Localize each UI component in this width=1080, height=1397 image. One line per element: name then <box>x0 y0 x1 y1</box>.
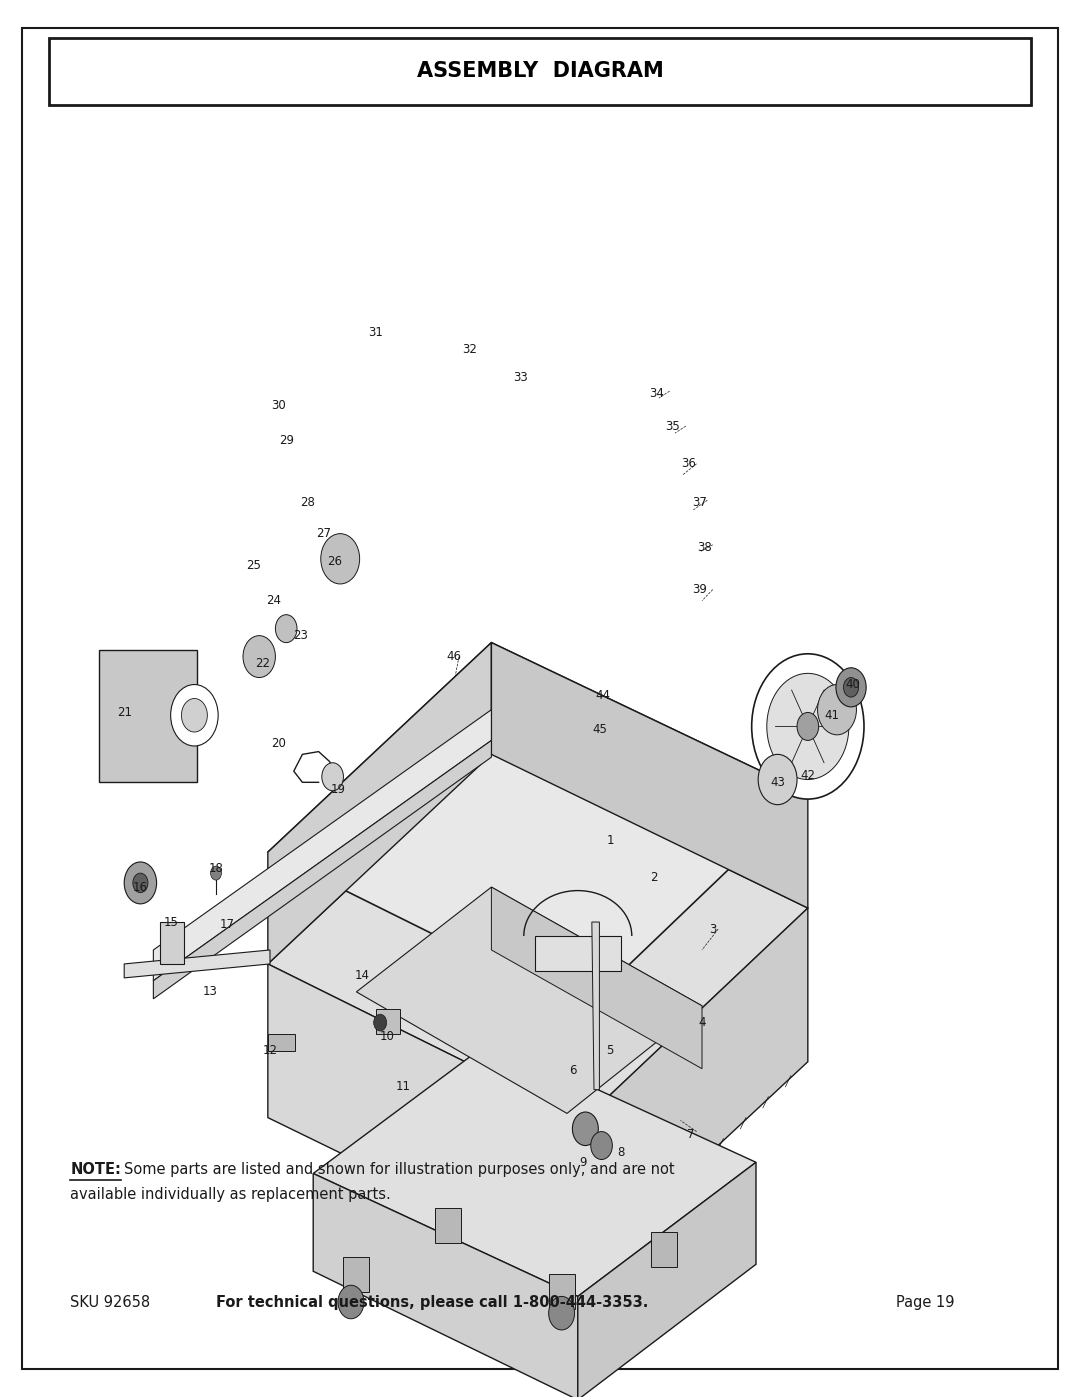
Text: 38: 38 <box>697 541 712 555</box>
Text: 24: 24 <box>266 594 281 608</box>
Text: 11: 11 <box>395 1080 410 1094</box>
Circle shape <box>767 673 849 780</box>
Text: 2: 2 <box>650 870 657 884</box>
Circle shape <box>275 615 297 643</box>
Text: 15: 15 <box>163 915 178 929</box>
Text: 34: 34 <box>649 387 664 401</box>
Polygon shape <box>124 950 270 978</box>
Bar <box>549 1274 575 1309</box>
Bar <box>435 1208 461 1243</box>
Polygon shape <box>592 922 599 1090</box>
Text: 14: 14 <box>354 968 369 982</box>
Text: 23: 23 <box>293 629 308 643</box>
Text: 29: 29 <box>279 433 294 447</box>
Text: 42: 42 <box>800 768 815 782</box>
Circle shape <box>797 712 819 740</box>
Text: 28: 28 <box>300 496 315 510</box>
Text: 3: 3 <box>710 922 716 936</box>
Polygon shape <box>313 1173 578 1397</box>
Circle shape <box>133 873 148 893</box>
Text: 17: 17 <box>219 918 234 932</box>
Circle shape <box>758 754 797 805</box>
Text: 19: 19 <box>330 782 346 796</box>
Text: 41: 41 <box>824 708 839 722</box>
Polygon shape <box>356 887 702 1113</box>
Polygon shape <box>578 1162 756 1397</box>
Text: 46: 46 <box>446 650 461 664</box>
Circle shape <box>171 685 218 746</box>
Text: ASSEMBLY  DIAGRAM: ASSEMBLY DIAGRAM <box>417 60 663 81</box>
Text: 37: 37 <box>692 496 707 510</box>
Polygon shape <box>268 643 808 1009</box>
Circle shape <box>211 866 221 880</box>
Text: 10: 10 <box>379 1030 394 1044</box>
Text: 9: 9 <box>580 1155 586 1169</box>
Text: 36: 36 <box>681 457 697 471</box>
Text: 33: 33 <box>513 370 528 384</box>
Polygon shape <box>153 740 491 999</box>
Circle shape <box>338 1285 364 1319</box>
Polygon shape <box>583 908 808 1271</box>
Text: 32: 32 <box>462 342 477 356</box>
Circle shape <box>836 668 866 707</box>
Text: 1: 1 <box>607 834 613 848</box>
Polygon shape <box>160 922 184 964</box>
Text: 6: 6 <box>569 1063 576 1077</box>
Bar <box>343 1257 369 1292</box>
Circle shape <box>322 763 343 791</box>
Text: 40: 40 <box>846 678 861 692</box>
Text: 25: 25 <box>246 559 261 573</box>
Polygon shape <box>268 643 491 964</box>
Circle shape <box>181 698 207 732</box>
Bar <box>651 1232 677 1267</box>
Text: 8: 8 <box>618 1146 624 1160</box>
Text: 16: 16 <box>133 880 148 894</box>
Polygon shape <box>535 936 621 971</box>
Text: 13: 13 <box>203 985 218 999</box>
Text: 26: 26 <box>327 555 342 569</box>
Circle shape <box>124 862 157 904</box>
Polygon shape <box>491 643 808 908</box>
Circle shape <box>374 1014 387 1031</box>
Circle shape <box>321 534 360 584</box>
Text: 22: 22 <box>255 657 270 671</box>
Text: SKU 92658: SKU 92658 <box>70 1295 150 1309</box>
Bar <box>376 1009 400 1034</box>
Text: 21: 21 <box>117 705 132 719</box>
Text: For technical questions, please call 1-800-444-3353.: For technical questions, please call 1-8… <box>216 1295 648 1309</box>
Text: 20: 20 <box>271 736 286 750</box>
Text: 5: 5 <box>607 1044 613 1058</box>
Circle shape <box>843 678 859 697</box>
Circle shape <box>591 1132 612 1160</box>
Text: NOTE:: NOTE: <box>70 1162 121 1176</box>
Circle shape <box>549 1296 575 1330</box>
Text: 45: 45 <box>592 722 607 736</box>
Polygon shape <box>153 710 491 981</box>
Polygon shape <box>491 887 702 1069</box>
Bar <box>268 1034 295 1051</box>
Text: 31: 31 <box>368 326 383 339</box>
Text: Some parts are listed and shown for illustration purposes only, and are not: Some parts are listed and shown for illu… <box>124 1162 675 1176</box>
Circle shape <box>243 636 275 678</box>
Circle shape <box>818 685 856 735</box>
Polygon shape <box>268 754 808 1120</box>
Text: 44: 44 <box>595 689 610 703</box>
Text: 35: 35 <box>665 419 680 433</box>
Text: 12: 12 <box>262 1044 278 1058</box>
FancyBboxPatch shape <box>49 38 1031 105</box>
Text: available individually as replacement parts.: available individually as replacement pa… <box>70 1187 391 1201</box>
Polygon shape <box>268 964 583 1271</box>
Circle shape <box>752 654 864 799</box>
Text: 43: 43 <box>770 775 785 789</box>
Text: 18: 18 <box>208 862 224 876</box>
Text: 39: 39 <box>692 583 707 597</box>
Polygon shape <box>313 1041 756 1296</box>
Circle shape <box>572 1112 598 1146</box>
Bar <box>99 650 197 782</box>
Text: 4: 4 <box>699 1016 705 1030</box>
Text: Page 19: Page 19 <box>896 1295 955 1309</box>
Text: 27: 27 <box>316 527 332 541</box>
Text: 7: 7 <box>688 1127 694 1141</box>
Text: 30: 30 <box>271 398 286 412</box>
